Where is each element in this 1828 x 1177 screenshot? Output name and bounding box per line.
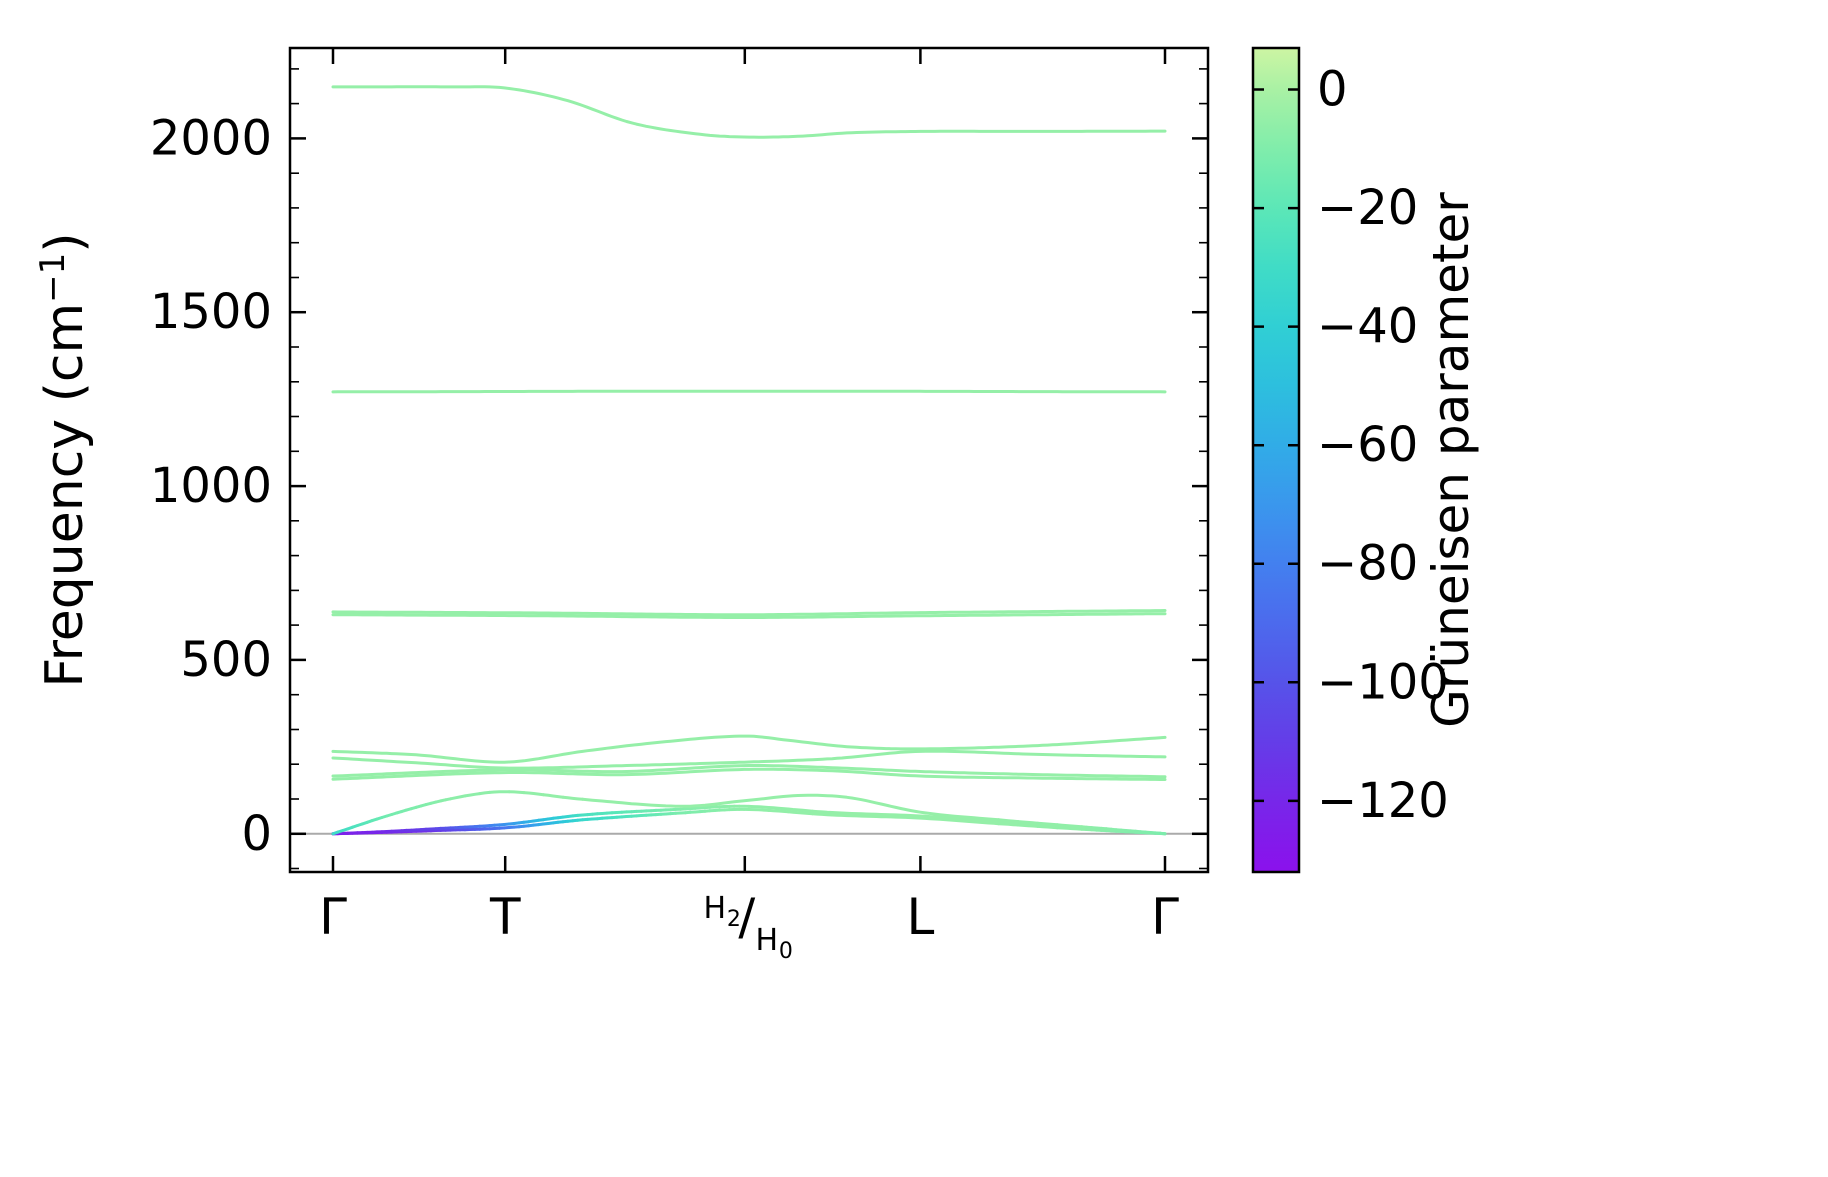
branch-segment — [331, 85, 1167, 139]
x-tick-label-slash: / — [738, 888, 755, 946]
branch-segment — [767, 806, 790, 811]
x-tick-label-h2-h: H — [704, 891, 727, 926]
x-tick-label-h0-h: H — [756, 923, 779, 958]
colorbar-tick-label: −40 — [1317, 299, 1418, 355]
branch-segment — [1158, 831, 1167, 836]
branch-segment — [747, 804, 771, 809]
branch-segment — [1016, 823, 1040, 828]
y-tick-label: 2000 — [150, 110, 272, 166]
y-tick-label: 1000 — [150, 458, 272, 514]
colorbar-frame — [1251, 46, 1301, 874]
x-tick-label: T — [489, 888, 521, 946]
branch-segment — [747, 808, 771, 812]
colorbar-tick-label: −80 — [1317, 536, 1418, 592]
x-tick-label: Γ — [319, 888, 347, 946]
branch-segment — [449, 794, 467, 801]
branch-segment — [478, 790, 492, 796]
branch-optical-8 — [331, 85, 1167, 139]
branch-segment — [331, 609, 1167, 617]
x-tick-label-h2-sub: 2 — [727, 907, 741, 932]
branch-optical-5 — [331, 612, 1167, 619]
branch-segment — [331, 389, 1167, 394]
branch-segment — [522, 791, 545, 797]
branch-segment — [331, 612, 1167, 619]
branch-segment — [767, 808, 790, 814]
y-tick-label: 500 — [180, 632, 272, 688]
branch-segment — [541, 793, 565, 799]
branch-optical-2 — [331, 764, 1167, 779]
colorbar-tick-label: −20 — [1317, 180, 1418, 236]
colorbar-bar — [1253, 48, 1299, 872]
x-tick-label: Γ — [1151, 888, 1179, 946]
branch-segment — [997, 818, 1020, 824]
colorbar-tick-label: −60 — [1317, 417, 1418, 473]
branch-optical-7 — [331, 389, 1167, 394]
branch-segment — [561, 795, 585, 801]
branch-segment — [331, 764, 1167, 779]
branch-segment — [581, 793, 1001, 822]
branch-segment — [830, 813, 1001, 826]
branch-optical-3 — [331, 749, 1167, 770]
branch-segment — [1016, 820, 1040, 825]
branch-segment — [507, 790, 526, 795]
plot-frame — [288, 46, 1210, 874]
branch-segment — [331, 749, 1167, 770]
branch-segment — [997, 822, 1020, 827]
branch-segment — [1036, 821, 1059, 827]
branch-segment — [786, 810, 815, 816]
branch-segment — [1036, 824, 1059, 830]
branch-segment — [331, 734, 1167, 764]
branch-optical-6 — [331, 609, 1167, 617]
branch-segment — [1055, 823, 1084, 829]
y-axis-label: Frequency (cm−1) — [33, 232, 95, 687]
colorbar-tick-label: −120 — [1317, 773, 1449, 829]
branch-segment — [331, 767, 1167, 781]
branch-segment — [811, 812, 834, 817]
branch-segment — [786, 807, 815, 813]
y-tick-label: 1500 — [150, 284, 272, 340]
branch-optical-4 — [331, 734, 1167, 764]
x-tick-label: L — [906, 888, 934, 946]
colorbar-label: Grüneisen parameter — [1422, 192, 1480, 728]
branch-segment — [811, 809, 834, 814]
branch-segment — [463, 792, 482, 798]
colorbar-tick-label: 0 — [1317, 62, 1348, 118]
colorbar-tick-label: −100 — [1317, 654, 1449, 710]
y-tick-label: 0 — [241, 806, 272, 862]
x-tick-label-h0-sub: 0 — [779, 939, 793, 964]
branch-segment — [830, 811, 1001, 824]
branch-acoustic-3 — [331, 790, 1167, 836]
branch-optical-1 — [331, 767, 1167, 781]
branch-segment — [997, 820, 1020, 825]
